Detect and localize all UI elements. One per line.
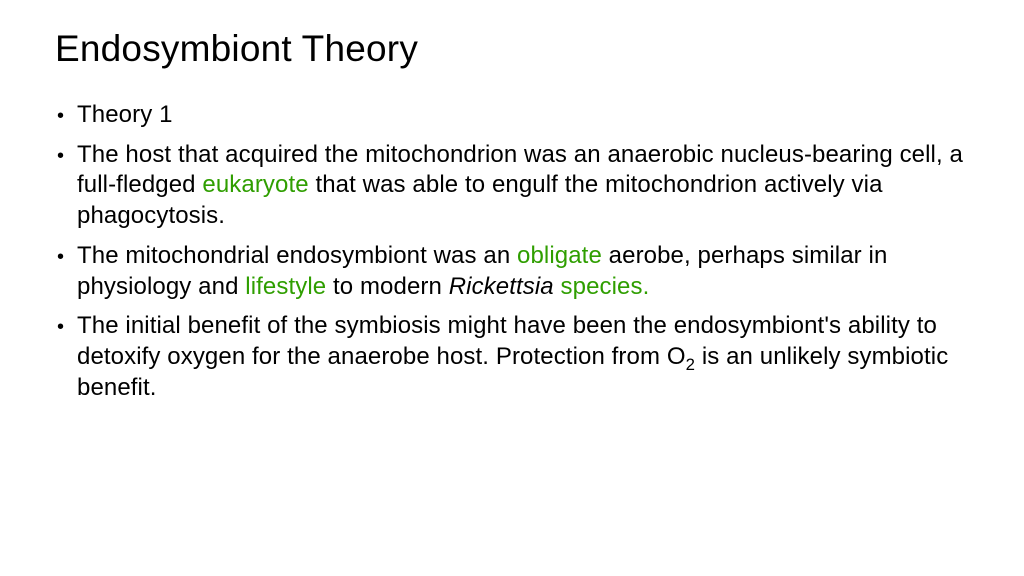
text-run: Theory 1 [77, 101, 173, 128]
bullet-dot-icon [55, 140, 77, 232]
subscript: 2 [686, 355, 695, 374]
bullet-dot-icon [55, 311, 77, 403]
highlight-term: species. [554, 273, 650, 300]
bullet-item: The host that acquired the mitochondrion… [55, 140, 969, 232]
bullet-text: The mitochondrial endosymbiont was an ob… [77, 241, 969, 302]
text-run: The mitochondrial endosymbiont was an [77, 242, 517, 269]
bullet-text: Theory 1 [77, 100, 969, 131]
bullet-list: Theory 1 The host that acquired the mito… [55, 100, 969, 403]
bullet-text: The host that acquired the mitochondrion… [77, 140, 969, 232]
bullet-item: The mitochondrial endosymbiont was an ob… [55, 241, 969, 302]
bullet-item: Theory 1 [55, 100, 969, 131]
bullet-dot-icon [55, 241, 77, 302]
bullet-item: The initial benefit of the symbiosis mig… [55, 311, 969, 403]
italic-term: Rickettsia [449, 273, 554, 300]
text-run: to modern [326, 273, 449, 300]
bullet-dot-icon [55, 100, 77, 131]
highlight-term: lifestyle [245, 273, 326, 300]
highlight-term: obligate [517, 242, 602, 269]
bullet-text: The initial benefit of the symbiosis mig… [77, 311, 969, 403]
slide-title: Endosymbiont Theory [55, 28, 969, 70]
highlight-term: eukaryote [202, 171, 308, 198]
